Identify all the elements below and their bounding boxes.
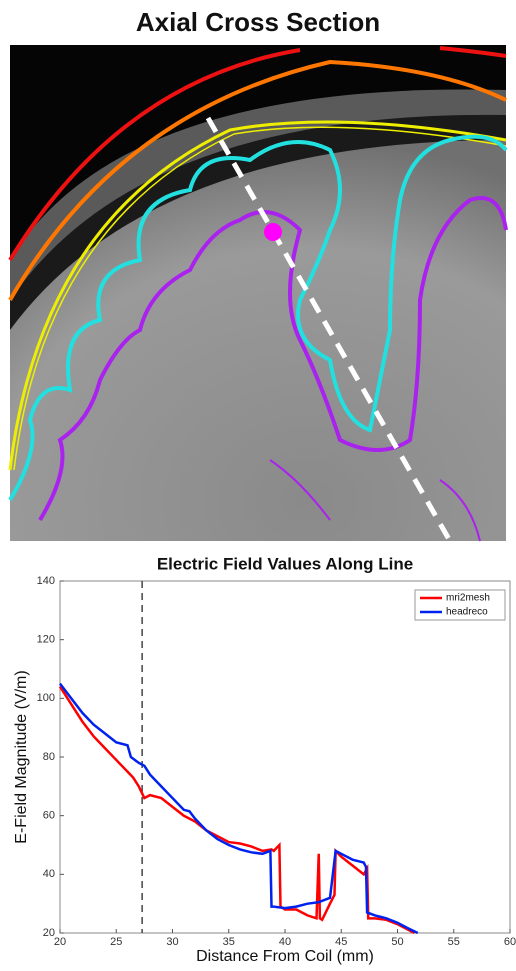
y-tick-label: 20 bbox=[43, 927, 55, 939]
x-tick-label: 35 bbox=[223, 936, 235, 948]
x-tick-label: 50 bbox=[391, 936, 403, 948]
y-tick-label: 140 bbox=[37, 575, 55, 587]
y-axis-label: E-Field Magnitude (V/m) bbox=[13, 670, 30, 843]
legend-label: headreco bbox=[446, 607, 488, 618]
y-tick-label: 40 bbox=[43, 868, 55, 880]
x-tick-label: 45 bbox=[335, 936, 347, 948]
y-tick-label: 60 bbox=[43, 810, 55, 822]
chart-title: Electric Field Values Along Line bbox=[157, 554, 413, 573]
y-tick-label: 120 bbox=[37, 634, 55, 646]
x-tick-label: 55 bbox=[448, 936, 460, 948]
y-tick-label: 80 bbox=[43, 751, 55, 763]
plot-area bbox=[60, 581, 510, 933]
page: Axial Cross Section Electric Field Value… bbox=[0, 0, 516, 971]
y-tick-label: 100 bbox=[37, 692, 55, 704]
mri-image bbox=[10, 45, 506, 541]
x-tick-label: 40 bbox=[279, 936, 291, 948]
x-axis-label: Distance From Coil (mm) bbox=[196, 948, 374, 965]
x-tick-label: 30 bbox=[166, 936, 178, 948]
legend-label: mri2mesh bbox=[446, 593, 490, 604]
x-tick-label: 60 bbox=[504, 936, 516, 948]
x-tick-label: 20 bbox=[54, 936, 66, 948]
page-title: Axial Cross Section bbox=[136, 7, 380, 37]
x-tick-label: 25 bbox=[110, 936, 122, 948]
